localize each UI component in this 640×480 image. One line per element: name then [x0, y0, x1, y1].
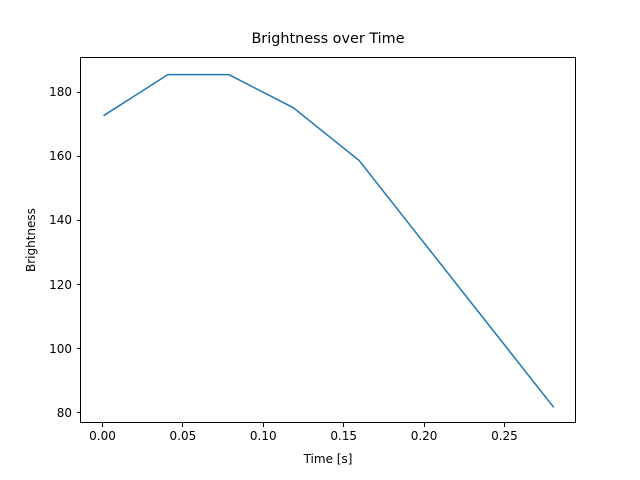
y-tick-mark — [76, 155, 80, 157]
y-tick-label: 80 — [56, 405, 72, 420]
y-tick-mark — [76, 412, 80, 414]
plot-canvas — [103, 73, 555, 408]
y-axis-label: Brightness — [24, 208, 38, 272]
x-tick-mark — [503, 423, 505, 427]
x-axis-label: Time [s] — [303, 452, 353, 466]
x-tick-mark — [423, 423, 425, 427]
x-tick-mark — [182, 423, 184, 427]
x-tick-label: 0.25 — [491, 429, 518, 443]
x-tick-label: 0.00 — [89, 429, 116, 443]
brightness-line-series — [103, 73, 555, 408]
y-tick-mark — [76, 283, 80, 286]
x-tick-mark — [262, 423, 264, 427]
plot-axes-area — [80, 57, 576, 423]
x-tick-label: 0.10 — [249, 429, 277, 443]
x-tick-mark — [101, 423, 104, 427]
y-tick-label: 160 — [49, 149, 72, 164]
y-tick-mark — [76, 348, 80, 350]
chart-title: Brightness over Time — [251, 31, 405, 47]
y-tick-label: 140 — [49, 213, 72, 228]
y-tick-mark — [76, 219, 80, 221]
x-tick-label: 0.20 — [410, 429, 438, 443]
y-tick-label: 100 — [49, 341, 72, 356]
y-tick-label: 180 — [49, 85, 72, 100]
x-tick-label: 0.05 — [169, 429, 197, 443]
y-tick-mark — [76, 91, 80, 93]
x-tick-label: 0.15 — [330, 429, 358, 443]
x-tick-mark — [343, 423, 345, 427]
y-tick-label: 120 — [49, 277, 72, 292]
